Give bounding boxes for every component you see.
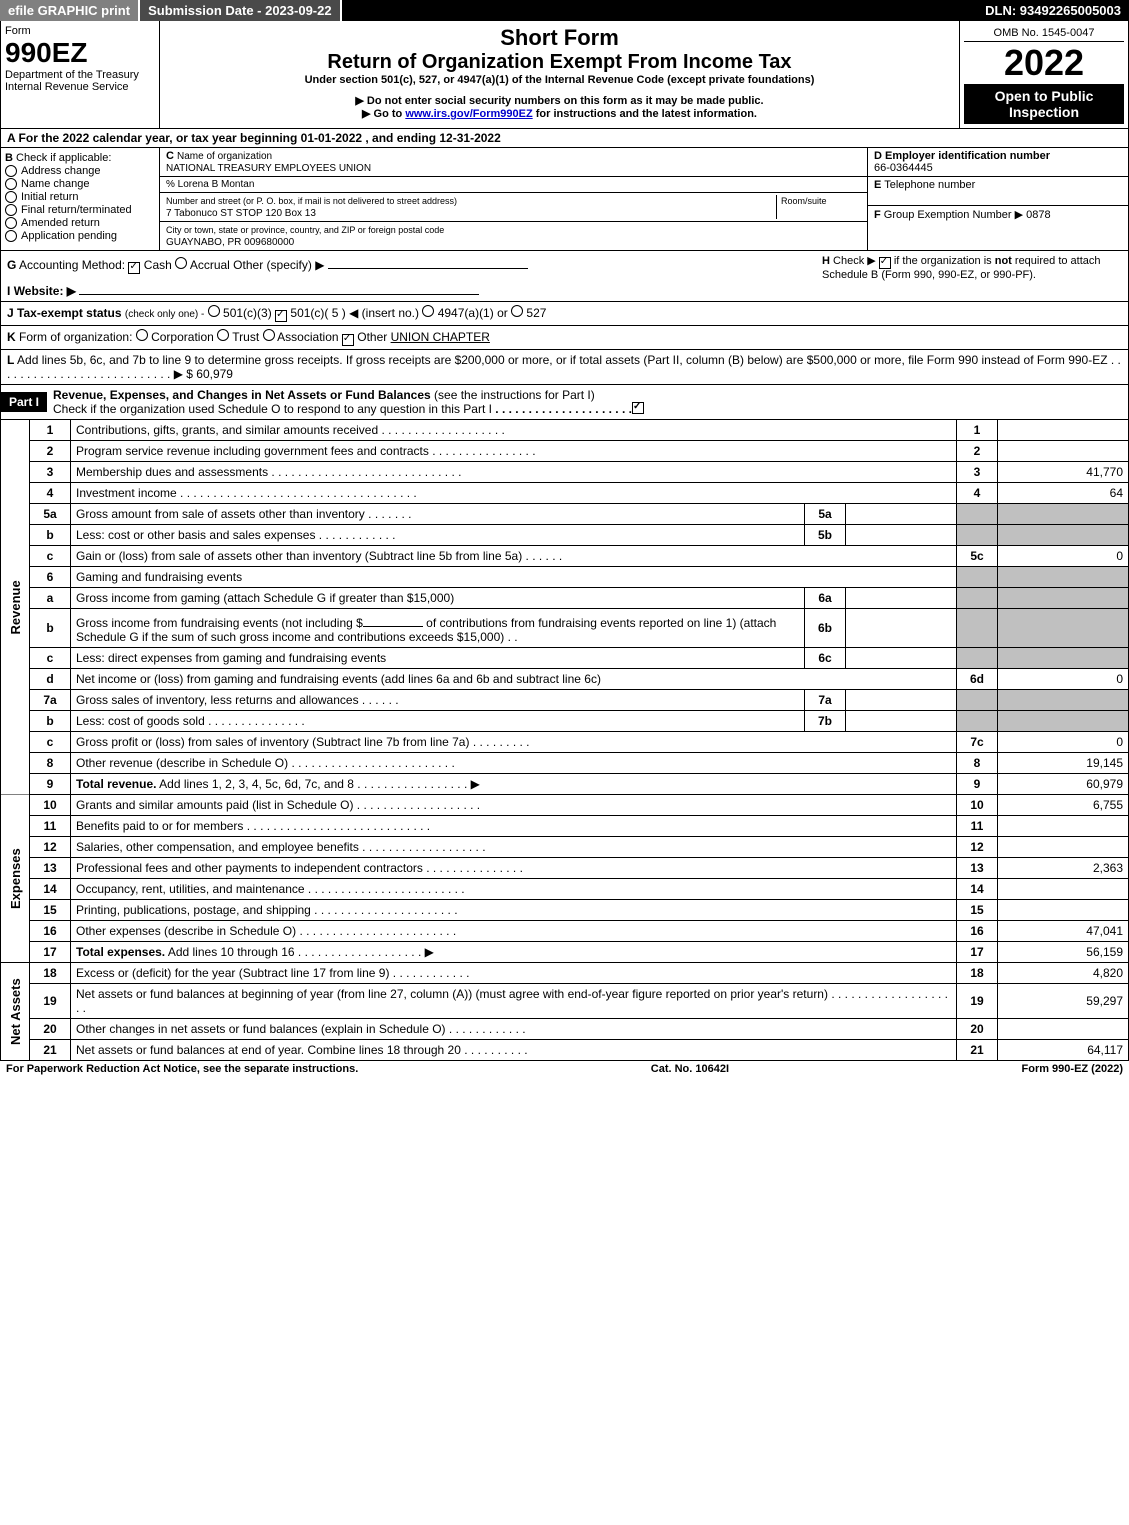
submission-date: Submission Date - 2023-09-22: [140, 0, 342, 21]
footer: For Paperwork Reduction Act Notice, see …: [0, 1061, 1129, 1077]
cb-501c[interactable]: [275, 310, 287, 322]
paperwork-notice: For Paperwork Reduction Act Notice, see …: [6, 1063, 358, 1075]
line5a-subval: [846, 504, 957, 525]
line12-amount: [998, 837, 1129, 858]
cb-schedule-b[interactable]: [879, 257, 891, 269]
line19-amount: 59,297: [998, 984, 1129, 1019]
dept-treasury: Department of the Treasury: [5, 69, 155, 81]
return-title: Return of Organization Exempt From Incom…: [164, 51, 955, 74]
dln: DLN: 93492265005003: [977, 0, 1129, 21]
row-l: L Add lines 5b, 6c, and 7b to line 9 to …: [0, 350, 1129, 385]
under-section: Under section 501(c), 527, or 4947(a)(1)…: [164, 74, 955, 86]
part1-header-row: Part I Revenue, Expenses, and Changes in…: [0, 385, 1129, 420]
line10-amount: 6,755: [998, 795, 1129, 816]
cb-name-change[interactable]: Name change: [5, 178, 155, 190]
catalog-number: Cat. No. 10642I: [651, 1063, 729, 1075]
line14-amount: [998, 879, 1129, 900]
row-a-period: A For the 2022 calendar year, or tax yea…: [0, 129, 1129, 148]
line16-amount: 47,041: [998, 921, 1129, 942]
irs-link[interactable]: www.irs.gov/Form990EZ: [405, 108, 532, 120]
group-exemption: 0878: [1026, 209, 1050, 221]
line3-amount: 41,770: [998, 462, 1129, 483]
cb-final-return[interactable]: Final return/terminated: [5, 204, 155, 216]
line6c-subval: [846, 648, 957, 669]
line21-amount: 64,117: [998, 1040, 1129, 1061]
line4-amount: 64: [998, 483, 1129, 504]
header-center: Short Form Return of Organization Exempt…: [160, 21, 959, 128]
cb-cash[interactable]: [128, 262, 140, 274]
form-page-label: Form 990-EZ (2022): [1022, 1063, 1123, 1075]
row-gh: G Accounting Method: Cash Accrual Other …: [0, 251, 1129, 302]
line11-amount: [998, 816, 1129, 837]
section-bcdef: B Check if applicable: Address change Na…: [0, 148, 1129, 251]
line1-amount: [998, 420, 1129, 441]
efile-print-label[interactable]: efile GRAPHIC print: [0, 0, 140, 21]
revenue-label: Revenue: [1, 420, 30, 795]
top-bar: efile GRAPHIC print Submission Date - 20…: [0, 0, 1129, 21]
col-b-checkboxes: B Check if applicable: Address change Na…: [1, 148, 160, 250]
line7c-amount: 0: [998, 732, 1129, 753]
cb-527[interactable]: [511, 305, 523, 317]
other-org-val: UNION CHAPTER: [391, 330, 490, 344]
line5b-subval: [846, 525, 957, 546]
ein: 66-0364445: [874, 162, 933, 174]
other-method-field[interactable]: [328, 254, 528, 269]
form-number: 990EZ: [5, 37, 155, 69]
line5c-amount: 0: [998, 546, 1129, 567]
expenses-label: Expenses: [1, 795, 30, 963]
cb-schedule-o[interactable]: [632, 402, 644, 414]
cb-trust[interactable]: [217, 329, 229, 341]
cb-4947[interactable]: [422, 305, 434, 317]
line6b-subval: [846, 609, 957, 648]
cb-501c3[interactable]: [208, 305, 220, 317]
line2-amount: [998, 441, 1129, 462]
form-word: Form: [5, 25, 155, 37]
tax-year: 2022: [964, 42, 1124, 84]
cb-accrual[interactable]: [175, 257, 187, 269]
website-field[interactable]: [79, 280, 479, 295]
col-def: D Employer identification number 66-0364…: [868, 148, 1128, 250]
line15-amount: [998, 900, 1129, 921]
row-k: K Form of organization: Corporation Trus…: [0, 326, 1129, 350]
care-of: % Lorena B Montan: [160, 177, 867, 193]
cb-other-org[interactable]: [342, 334, 354, 346]
line20-amount: [998, 1019, 1129, 1040]
part1-table: Revenue 1Contributions, gifts, grants, a…: [0, 420, 1129, 1061]
row-j: J Tax-exempt status (check only one) - 5…: [0, 302, 1129, 326]
col-c-org-info: C Name of organization NATIONAL TREASURY…: [160, 148, 868, 250]
cb-amended-return[interactable]: Amended return: [5, 217, 155, 229]
org-name: NATIONAL TREASURY EMPLOYEES UNION: [166, 163, 371, 174]
irs-label: Internal Revenue Service: [5, 81, 155, 93]
line17-amount: 56,159: [998, 942, 1129, 963]
short-form-title: Short Form: [164, 25, 955, 51]
line6a-subval: [846, 588, 957, 609]
part1-label: Part I: [1, 392, 47, 412]
line18-amount: 4,820: [998, 963, 1129, 984]
line9-amount: 60,979: [998, 774, 1129, 795]
goto-instruction: ▶ Go to www.irs.gov/Form990EZ for instru…: [164, 107, 955, 120]
netassets-label: Net Assets: [1, 963, 30, 1061]
line7b-subval: [846, 711, 957, 732]
ssn-warning: ▶ Do not enter social security numbers o…: [164, 94, 955, 107]
line6d-amount: 0: [998, 669, 1129, 690]
open-public-badge: Open to Public Inspection: [964, 84, 1124, 124]
line8-amount: 19,145: [998, 753, 1129, 774]
omb-number: OMB No. 1545-0047: [964, 25, 1124, 42]
cb-application-pending[interactable]: Application pending: [5, 230, 155, 242]
gross-receipts: $ 60,979: [186, 367, 233, 381]
city-zip: GUAYNABO, PR 009680000: [166, 237, 294, 248]
line13-amount: 2,363: [998, 858, 1129, 879]
form-header: Form 990EZ Department of the Treasury In…: [0, 21, 1129, 129]
cb-corporation[interactable]: [136, 329, 148, 341]
header-right: OMB No. 1545-0047 2022 Open to Public In…: [959, 21, 1128, 128]
line7a-subval: [846, 690, 957, 711]
header-left: Form 990EZ Department of the Treasury In…: [1, 21, 160, 128]
street-address: 7 Tabonuco ST STOP 120 Box 13: [166, 208, 316, 219]
cb-association[interactable]: [263, 329, 275, 341]
cb-initial-return[interactable]: Initial return: [5, 191, 155, 203]
cb-address-change[interactable]: Address change: [5, 165, 155, 177]
